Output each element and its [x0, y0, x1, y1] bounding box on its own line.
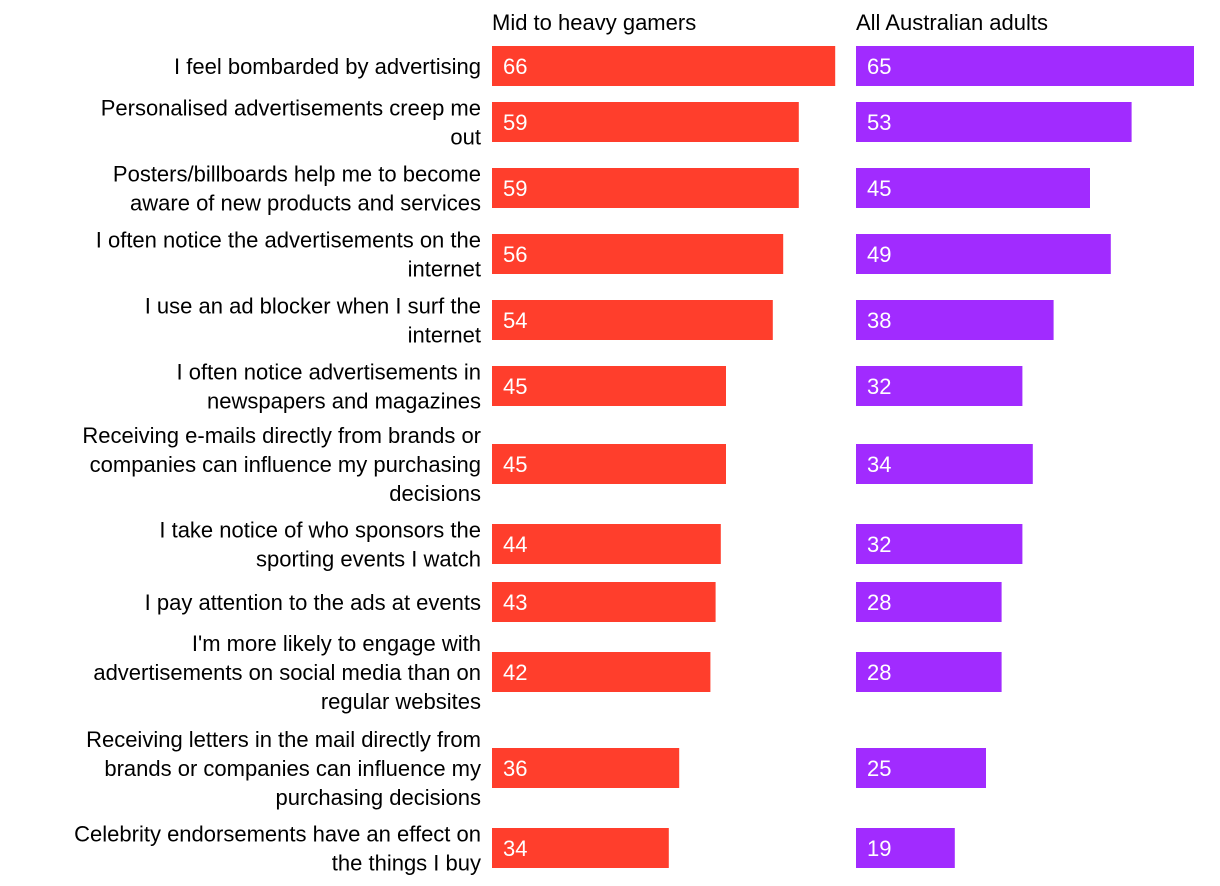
category-label: sporting events I watch	[256, 547, 481, 572]
category-label: Personalised advertisements creep me	[101, 96, 481, 121]
bar-series-2	[856, 652, 1002, 692]
bar-value-label: 45	[503, 452, 527, 477]
bar-series-1	[492, 46, 836, 86]
category-label: Celebrity endorsements have an effect on	[74, 822, 481, 847]
category-label: I'm more likely to engage with	[192, 631, 481, 656]
category-label: Receiving letters in the mail directly f…	[86, 727, 481, 752]
bar-series-2	[856, 524, 1023, 564]
category-label: newspapers and magazines	[207, 389, 481, 414]
bar-series-2	[856, 102, 1132, 142]
category-label: I use an ad blocker when I surf the	[145, 294, 481, 319]
bar-series-2	[856, 748, 986, 788]
category-label: internet	[408, 323, 481, 348]
bar-value-label: 54	[503, 308, 527, 333]
bar-series-2	[856, 366, 1023, 406]
bar-value-label: 25	[867, 756, 891, 781]
bar-value-label: 66	[503, 54, 527, 79]
bar-series-1	[492, 748, 680, 788]
bar-value-label: 53	[867, 110, 891, 135]
bar-value-label: 28	[867, 590, 891, 615]
category-label: internet	[408, 257, 481, 282]
bar-series-1	[492, 444, 726, 484]
bar-series-2	[856, 444, 1033, 484]
bar-series-2	[856, 828, 955, 868]
bar-series-1	[492, 366, 726, 406]
bar-series-1	[492, 168, 799, 208]
bar-value-label: 28	[867, 660, 891, 685]
bar-series-1	[492, 828, 669, 868]
category-label: companies can influence my purchasing	[90, 452, 481, 477]
bar-series-2	[856, 300, 1054, 340]
legend-label-series-1: Mid to heavy gamers	[492, 10, 696, 35]
bar-value-label: 36	[503, 756, 527, 781]
bar-value-label: 59	[503, 110, 527, 135]
bar-series-1	[492, 652, 711, 692]
category-label: advertisements on social media than on	[93, 660, 481, 685]
bar-value-label: 49	[867, 242, 891, 267]
bar-series-1	[492, 300, 773, 340]
bar-series-1	[492, 102, 799, 142]
bar-value-label: 38	[867, 308, 891, 333]
bar-value-label: 44	[503, 532, 527, 557]
bar-value-label: 65	[867, 54, 891, 79]
category-label: out	[450, 125, 481, 150]
bar-series-1	[492, 524, 721, 564]
bar-value-label: 19	[867, 836, 891, 861]
category-label: regular websites	[321, 689, 481, 714]
bar-value-label: 45	[503, 374, 527, 399]
bar-value-label: 32	[867, 532, 891, 557]
category-label: I pay attention to the ads at events	[145, 590, 481, 615]
category-label: decisions	[389, 481, 481, 506]
category-label: I often notice advertisements in	[177, 360, 482, 385]
category-label: I feel bombarded by advertising	[174, 54, 481, 79]
bar-value-label: 56	[503, 242, 527, 267]
category-label: I take notice of who sponsors the	[159, 518, 481, 543]
category-label: purchasing decisions	[276, 785, 481, 810]
bar-series-1	[492, 582, 716, 622]
category-label: Receiving e-mails directly from brands o…	[82, 423, 481, 448]
bar-value-label: 34	[503, 836, 527, 861]
bar-value-label: 59	[503, 176, 527, 201]
legend-label-series-2: All Australian adults	[856, 10, 1048, 35]
bar-value-label: 34	[867, 452, 891, 477]
bar-value-label: 43	[503, 590, 527, 615]
bar-series-1	[492, 234, 784, 274]
category-label: brands or companies can influence my	[104, 756, 481, 781]
bar-series-2	[856, 234, 1111, 274]
category-label: aware of new products and services	[130, 191, 481, 216]
bar-series-2	[856, 582, 1002, 622]
category-label: I often notice the advertisements on the	[96, 228, 481, 253]
bar-series-2	[856, 46, 1194, 86]
category-label: the things I buy	[332, 851, 481, 876]
bar-value-label: 32	[867, 374, 891, 399]
bar-value-label: 45	[867, 176, 891, 201]
bar-series-2	[856, 168, 1090, 208]
category-label: Posters/billboards help me to become	[113, 162, 481, 187]
bar-value-label: 42	[503, 660, 527, 685]
